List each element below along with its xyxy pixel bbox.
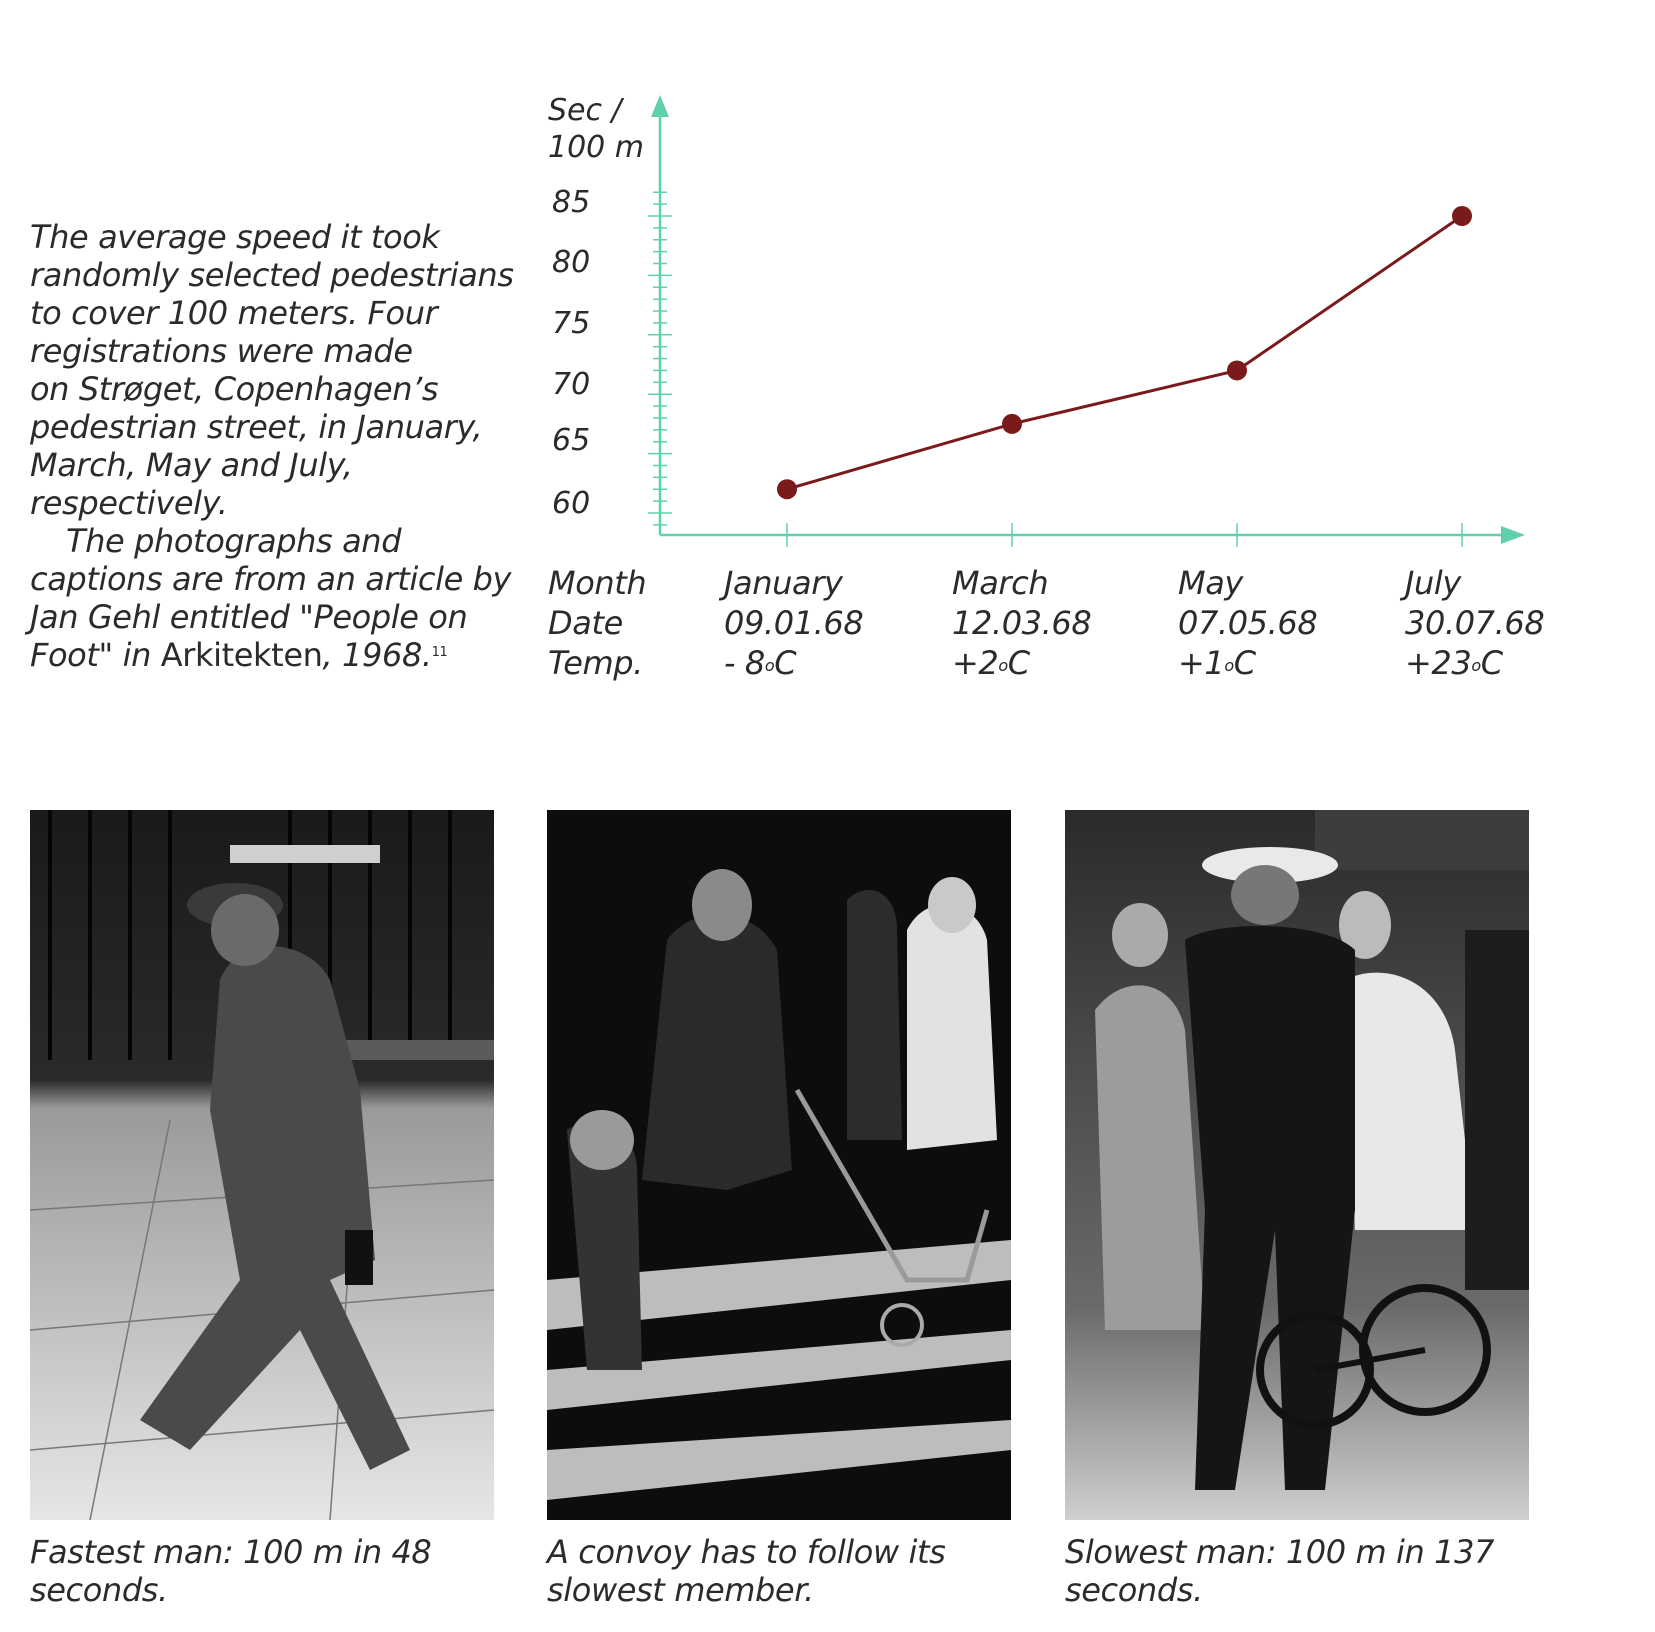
caption-line: Fastest man: 100 m in 48 <box>30 1533 432 1571</box>
caption-convoy: A convoy has to follow its slowest membe… <box>547 1533 946 1609</box>
y-axis-arrow-icon <box>651 95 669 117</box>
degree-symbol: o <box>998 656 1008 675</box>
y-axis-ticks: 60 65 70 75 80 85 <box>552 185 590 521</box>
degree-symbol: o <box>764 656 775 675</box>
caption-fastest-man: Fastest man: 100 m in 48 seconds. <box>30 1533 432 1609</box>
intro-line: Jan Gehl entitled "People on <box>30 598 468 636</box>
y-axis-label-line2: 100 m <box>548 130 644 165</box>
y-tick-label: 70 <box>552 367 590 402</box>
date-label: 07.05.68 <box>1178 604 1318 642</box>
x-category-january: January 09.01.68 - 8oC <box>724 563 864 683</box>
y-tick-label: 65 <box>552 423 590 458</box>
row-label-temp: Temp. <box>548 644 643 682</box>
speed-line-chart: 60 65 70 75 80 85 Sec / 100 m <box>548 93 1525 547</box>
temp-unit: C <box>1233 644 1256 682</box>
temp-value: +1 <box>1178 644 1225 682</box>
x-tick-label: May <box>1178 564 1243 602</box>
y-tick-label: 75 <box>552 306 590 341</box>
degree-symbol: o <box>1224 656 1234 675</box>
photo-convoy-image <box>547 810 1011 1520</box>
photo-fastest-man <box>30 810 494 1520</box>
date-label: 30.07.68 <box>1405 604 1545 642</box>
intro-line: The photographs and <box>66 522 402 560</box>
temp-label: - 8oC <box>724 643 863 683</box>
footnote-marker: 11 <box>431 645 448 660</box>
temp-value: +2 <box>952 644 999 682</box>
temp-unit: C <box>1480 644 1503 682</box>
y-tick-label: 80 <box>552 245 590 280</box>
caption-line: A convoy has to follow its <box>547 1533 946 1571</box>
intro-line: respectively. <box>30 484 228 522</box>
temp-value: +23 <box>1405 644 1472 682</box>
data-point <box>1227 360 1247 381</box>
data-marks <box>777 206 1472 500</box>
intro-line: to cover 100 meters. Four <box>30 294 438 332</box>
journal-name: Arkitekten <box>160 636 323 674</box>
chart-axes <box>648 95 1525 547</box>
intro-line-last: Foot" in Arkitekten, 1968.11 <box>30 636 510 674</box>
row-label-date: Date <box>548 604 623 642</box>
data-point <box>1452 206 1472 226</box>
intro-line: on Strøget, Copenhagen’s <box>30 370 439 408</box>
temp-label: +1oC <box>1178 643 1317 683</box>
x-axis-arrow-icon <box>1501 526 1525 544</box>
x-category-march: March 12.03.68 +2oC <box>952 563 1092 683</box>
caption-line: Slowest man: 100 m in 137 <box>1065 1533 1495 1571</box>
intro-text-part: Foot" in <box>30 636 161 674</box>
x-tick-label: July <box>1405 564 1461 602</box>
temp-unit: C <box>1007 644 1030 682</box>
photo-slowest-man <box>1065 810 1529 1520</box>
temp-value: - 8 <box>724 644 765 682</box>
y-tick-label: 60 <box>552 486 590 521</box>
x-category-may: May 07.05.68 +1oC <box>1178 563 1318 683</box>
degree-symbol: o <box>1471 656 1481 675</box>
data-point <box>777 479 797 500</box>
data-point <box>1002 413 1022 434</box>
y-tick-label: 85 <box>552 185 590 220</box>
y-axis-label-line1: Sec / <box>548 93 625 128</box>
temp-label: +2oC <box>952 643 1091 683</box>
row-labels: Month Date Temp. <box>548 563 647 683</box>
intro-line: registrations were made <box>30 332 413 370</box>
series-line <box>786 214 1463 491</box>
x-tick-label: January <box>724 564 843 602</box>
x-tick-label: March <box>952 564 1049 602</box>
photo-fastest-man-image <box>30 810 494 1520</box>
caption-line: slowest member. <box>547 1571 814 1609</box>
intro-text-part: , 1968. <box>322 636 433 674</box>
caption-slowest-man: Slowest man: 100 m in 137 seconds. <box>1065 1533 1494 1609</box>
intro-line: pedestrian street, in January, <box>30 408 483 446</box>
photo-convoy <box>547 810 1011 1520</box>
caption-line: seconds. <box>1065 1571 1203 1609</box>
intro-line: March, May and July, <box>30 446 353 484</box>
intro-line: captions are from an article by <box>30 560 512 598</box>
photo-slowest-man-image <box>1065 810 1529 1520</box>
row-label-month: Month <box>548 564 647 602</box>
temp-label: +23oC <box>1405 643 1544 683</box>
intro-line: randomly selected pedestrians <box>30 256 514 294</box>
date-label: 12.03.68 <box>952 604 1092 642</box>
date-label: 09.01.68 <box>724 604 864 642</box>
temp-unit: C <box>774 644 797 682</box>
caption-line: seconds. <box>30 1571 168 1609</box>
intro-text: The average speed it took randomly selec… <box>30 218 514 674</box>
x-category-july: July 30.07.68 +23oC <box>1405 563 1545 683</box>
intro-line: The average speed it took <box>30 218 440 256</box>
